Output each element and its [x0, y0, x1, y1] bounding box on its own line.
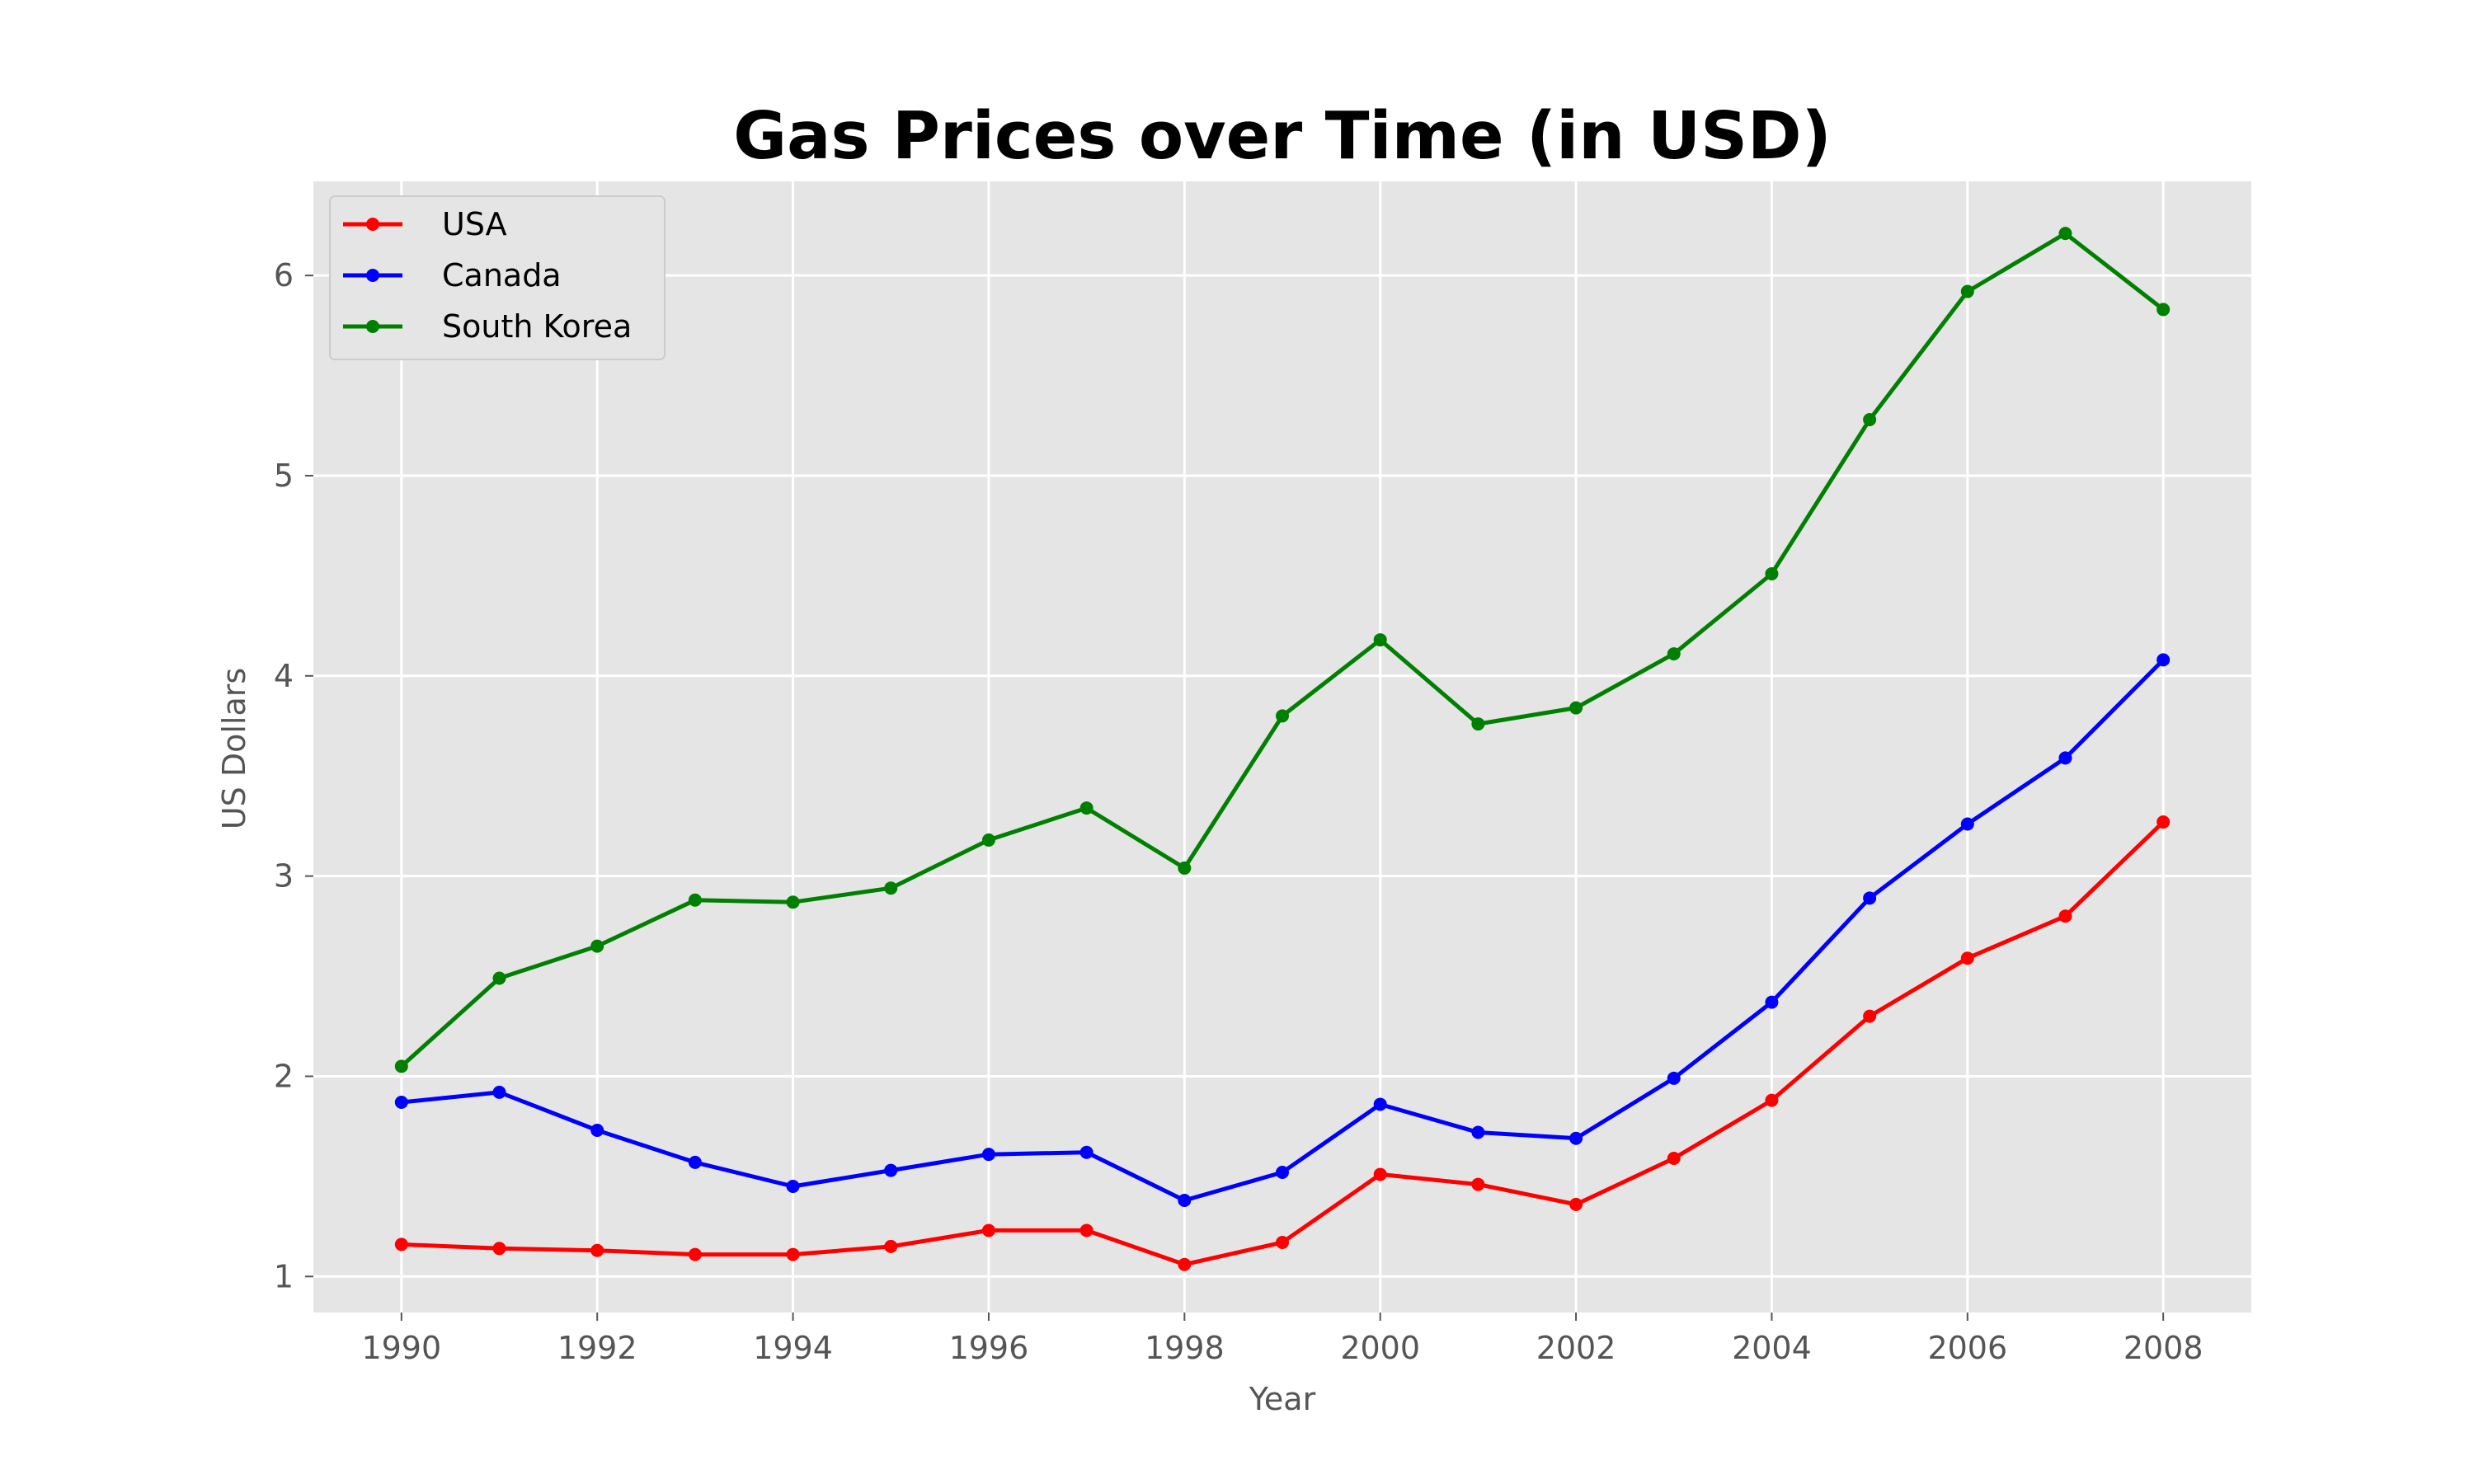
legend-swatch-marker	[366, 269, 379, 282]
data-point	[394, 1237, 408, 1252]
x-tick-label: 2006	[1927, 1330, 2007, 1366]
x-tick-label: 2008	[2124, 1330, 2204, 1366]
data-point	[1765, 566, 1779, 580]
data-point	[688, 1155, 702, 1169]
legend-item: South Korea	[343, 308, 632, 345]
chart-title: Gas Prices over Time (in USD)	[733, 98, 1831, 174]
data-point	[1178, 1257, 1192, 1271]
y-tick-label: 5	[274, 458, 294, 494]
x-tick-label: 2000	[1340, 1330, 1420, 1366]
data-point	[786, 1247, 800, 1261]
data-point	[1863, 412, 1877, 426]
data-point	[590, 939, 604, 953]
series-usa	[394, 815, 2171, 1271]
data-point	[2157, 653, 2171, 667]
y-tick-label: 4	[274, 658, 294, 694]
data-point	[1960, 951, 1974, 965]
data-point	[688, 1247, 702, 1261]
data-point	[1373, 1167, 1387, 1181]
data-point	[1471, 717, 1485, 731]
data-point	[2058, 751, 2072, 765]
legend-label: Canada	[442, 257, 562, 294]
series-lines	[394, 227, 2171, 1271]
data-point	[1079, 1145, 1094, 1159]
y-tick-label: 1	[274, 1258, 294, 1294]
legend: USA Canada South Korea	[329, 195, 666, 360]
data-point	[1863, 1009, 1877, 1023]
data-point	[688, 893, 702, 907]
data-point	[786, 895, 800, 909]
data-point	[1569, 1131, 1583, 1145]
x-tick-label: 1998	[1145, 1330, 1225, 1366]
series-south-korea	[394, 227, 2171, 1073]
data-point	[1471, 1177, 1485, 1191]
data-point	[2058, 227, 2072, 241]
data-point	[884, 1163, 898, 1177]
data-point	[786, 1180, 800, 1194]
data-point	[1569, 701, 1583, 715]
data-point	[1178, 861, 1192, 875]
data-point	[981, 833, 995, 847]
data-point	[1765, 995, 1779, 1009]
data-point	[1960, 284, 1974, 298]
x-tick-label: 1994	[753, 1330, 833, 1366]
data-point	[884, 881, 898, 895]
data-point	[1667, 1071, 1681, 1085]
data-point	[1667, 647, 1681, 661]
legend-item: Canada	[343, 257, 562, 294]
y-tick-label: 6	[274, 257, 294, 294]
legend-swatch-marker	[366, 320, 379, 333]
data-point	[1178, 1194, 1192, 1208]
x-tick-label: 1996	[949, 1330, 1029, 1366]
data-point	[1960, 817, 1974, 831]
data-point	[1667, 1152, 1681, 1166]
data-point	[2157, 303, 2171, 317]
legend-box	[329, 195, 666, 360]
data-point	[590, 1243, 604, 1257]
x-tick-label: 1990	[361, 1330, 441, 1366]
data-point	[2157, 815, 2171, 829]
axis-ticks: 1990 1992 1994 1996 1998 2000 2002 2004 2006 2008…	[274, 257, 2204, 1366]
data-point	[590, 1124, 604, 1138]
legend-item: USA	[343, 206, 507, 242]
data-point	[1863, 891, 1877, 905]
grid-lines	[313, 181, 2251, 1313]
data-point	[1765, 1093, 1779, 1107]
legend-swatch-marker	[366, 218, 379, 231]
plot-area	[313, 181, 2251, 1313]
data-point	[981, 1148, 995, 1162]
data-point	[394, 1096, 408, 1110]
data-point	[1373, 1097, 1387, 1111]
data-point	[1276, 1236, 1289, 1250]
data-point	[1569, 1197, 1583, 1211]
data-point	[1079, 1223, 1094, 1237]
legend-label: South Korea	[442, 308, 632, 345]
legend-label: USA	[442, 206, 507, 242]
data-point	[492, 971, 506, 985]
data-point	[884, 1239, 898, 1253]
data-point	[2058, 909, 2072, 923]
data-point	[981, 1223, 995, 1237]
data-point	[492, 1242, 506, 1256]
data-point	[1079, 801, 1094, 815]
y-tick-label: 2	[274, 1058, 294, 1094]
x-axis-label: Year	[1249, 1381, 1316, 1417]
x-tick-label: 1992	[557, 1330, 637, 1366]
series-canada	[394, 653, 2171, 1208]
data-point	[492, 1085, 506, 1099]
data-point	[1276, 709, 1289, 723]
data-point	[394, 1059, 408, 1073]
x-tick-label: 2002	[1536, 1330, 1616, 1366]
x-tick-label: 2004	[1732, 1330, 1812, 1366]
data-point	[1373, 633, 1387, 647]
y-axis-label: US Dollars	[216, 668, 252, 829]
data-point	[1276, 1166, 1289, 1180]
y-tick-label: 3	[274, 858, 294, 895]
data-point	[1471, 1125, 1485, 1139]
